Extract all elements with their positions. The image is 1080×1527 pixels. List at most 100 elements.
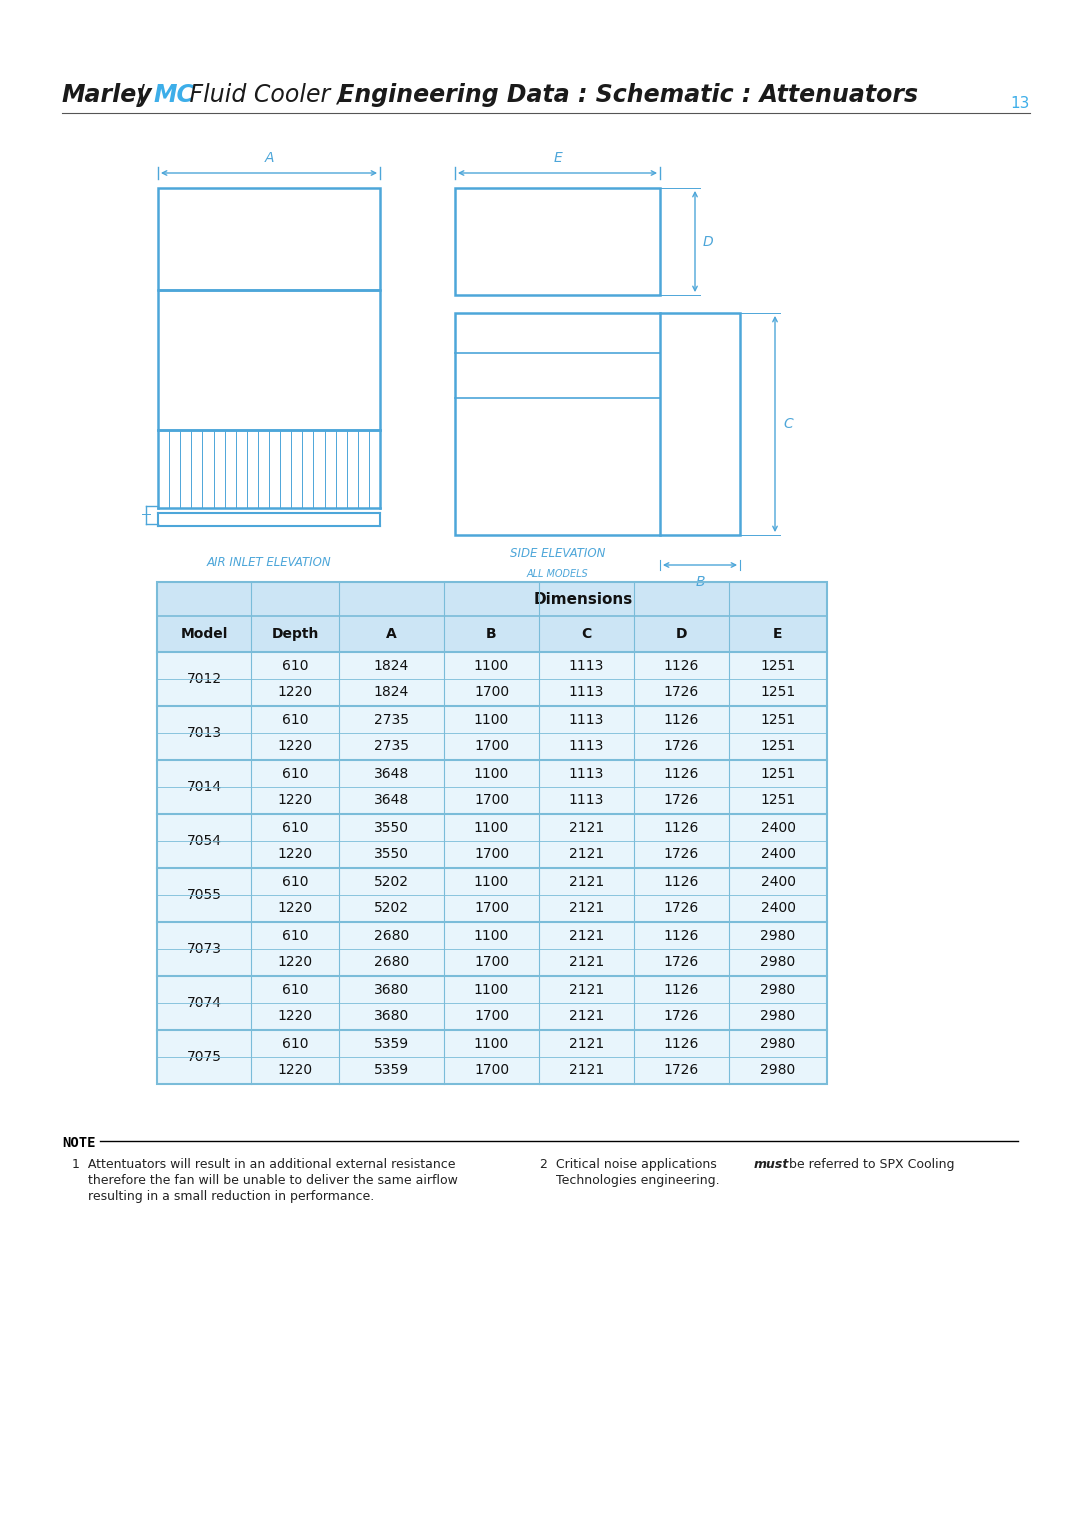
Text: 1113: 1113 <box>569 767 604 780</box>
Text: 2121: 2121 <box>569 928 604 942</box>
Text: B: B <box>486 628 497 641</box>
Text: resulting in a small reduction in performance.: resulting in a small reduction in perfor… <box>87 1190 375 1203</box>
Text: 1113: 1113 <box>569 686 604 699</box>
Text: Dimensions: Dimensions <box>534 591 633 606</box>
Text: ALL MODELS: ALL MODELS <box>527 570 589 579</box>
Text: 1700: 1700 <box>474 686 509 699</box>
Text: 2121: 2121 <box>569 1037 604 1051</box>
Text: 2121: 2121 <box>569 1009 604 1023</box>
Text: 1100: 1100 <box>474 1037 509 1051</box>
Text: 1100: 1100 <box>474 820 509 834</box>
Text: 1100: 1100 <box>474 767 509 780</box>
Text: 1251: 1251 <box>760 713 796 727</box>
Text: E: E <box>553 151 562 165</box>
Text: 1726: 1726 <box>664 956 699 970</box>
Text: 1251: 1251 <box>760 739 796 753</box>
Text: 1100: 1100 <box>474 928 509 942</box>
Text: 1  Attentuators will result in an additional external resistance: 1 Attentuators will result in an additio… <box>72 1157 456 1171</box>
Text: 1113: 1113 <box>569 713 604 727</box>
Text: 2400: 2400 <box>760 901 796 916</box>
Text: 610: 610 <box>282 982 308 997</box>
Text: 1220: 1220 <box>278 847 312 861</box>
Text: 7075: 7075 <box>187 1051 221 1064</box>
Bar <box>158 290 380 431</box>
Text: 1824: 1824 <box>374 686 409 699</box>
Text: 2980: 2980 <box>760 982 796 997</box>
Text: 1700: 1700 <box>474 794 509 808</box>
Text: 13: 13 <box>1011 96 1030 111</box>
Text: 7055: 7055 <box>187 889 221 902</box>
Text: 1100: 1100 <box>474 875 509 889</box>
Text: E: E <box>773 628 783 641</box>
Text: 2121: 2121 <box>569 1063 604 1078</box>
Text: 1220: 1220 <box>278 739 312 753</box>
Text: 1220: 1220 <box>278 1063 312 1078</box>
Text: 1113: 1113 <box>569 739 604 753</box>
Bar <box>157 582 827 1084</box>
Text: 610: 610 <box>282 658 308 672</box>
Text: 1126: 1126 <box>664 658 699 672</box>
Text: 1726: 1726 <box>664 901 699 916</box>
Text: 2980: 2980 <box>760 1063 796 1078</box>
Text: C: C <box>783 417 793 431</box>
Text: 1700: 1700 <box>474 901 509 916</box>
Text: 610: 610 <box>282 1037 308 1051</box>
Text: 2121: 2121 <box>569 820 604 834</box>
Text: /: / <box>137 82 152 107</box>
Text: 1100: 1100 <box>474 713 509 727</box>
Text: 1126: 1126 <box>664 875 699 889</box>
Text: 1113: 1113 <box>569 658 604 672</box>
Text: 610: 610 <box>282 767 308 780</box>
Text: 2980: 2980 <box>760 928 796 942</box>
Text: Technologies engineering.: Technologies engineering. <box>556 1174 719 1186</box>
Text: 2980: 2980 <box>760 1009 796 1023</box>
Text: 610: 610 <box>282 713 308 727</box>
Text: 1824: 1824 <box>374 658 409 672</box>
Text: 1700: 1700 <box>474 1009 509 1023</box>
Text: 1700: 1700 <box>474 956 509 970</box>
Text: must: must <box>754 1157 789 1171</box>
Bar <box>158 188 380 290</box>
Text: 3648: 3648 <box>374 767 409 780</box>
Text: 1726: 1726 <box>664 1009 699 1023</box>
Text: 610: 610 <box>282 928 308 942</box>
Text: 2680: 2680 <box>374 928 409 942</box>
Text: 3680: 3680 <box>374 1009 409 1023</box>
Text: 1700: 1700 <box>474 1063 509 1078</box>
Text: 2400: 2400 <box>760 847 796 861</box>
Text: 2980: 2980 <box>760 956 796 970</box>
Text: 1726: 1726 <box>664 794 699 808</box>
Text: 1126: 1126 <box>664 928 699 942</box>
Text: 2  Critical noise applications: 2 Critical noise applications <box>540 1157 720 1171</box>
Text: 1126: 1126 <box>664 713 699 727</box>
Text: Fluid Cooler /: Fluid Cooler / <box>183 82 346 107</box>
Text: 7074: 7074 <box>187 996 221 1009</box>
Text: 1126: 1126 <box>664 1037 699 1051</box>
Text: 3680: 3680 <box>374 982 409 997</box>
Text: 1220: 1220 <box>278 956 312 970</box>
Text: 1726: 1726 <box>664 847 699 861</box>
Text: therefore the fan will be unable to deliver the same airflow: therefore the fan will be unable to deli… <box>87 1174 458 1186</box>
Text: 5359: 5359 <box>374 1063 409 1078</box>
Text: Depth: Depth <box>271 628 319 641</box>
Text: 1126: 1126 <box>664 982 699 997</box>
Text: 1220: 1220 <box>278 1009 312 1023</box>
Text: 1220: 1220 <box>278 794 312 808</box>
Text: 610: 610 <box>282 875 308 889</box>
Text: 1726: 1726 <box>664 686 699 699</box>
Bar <box>455 313 740 534</box>
Bar <box>157 582 827 615</box>
Text: 2735: 2735 <box>374 713 409 727</box>
Text: 1700: 1700 <box>474 739 509 753</box>
Text: A: A <box>387 628 396 641</box>
Text: 610: 610 <box>282 820 308 834</box>
Text: SIDE ELEVATION: SIDE ELEVATION <box>510 547 605 560</box>
Text: 2121: 2121 <box>569 875 604 889</box>
Text: 2400: 2400 <box>760 820 796 834</box>
Text: 7013: 7013 <box>187 725 221 741</box>
Text: 3648: 3648 <box>374 794 409 808</box>
Text: 1726: 1726 <box>664 1063 699 1078</box>
Text: B: B <box>696 576 705 589</box>
Text: 5202: 5202 <box>374 901 409 916</box>
Text: 1100: 1100 <box>474 982 509 997</box>
